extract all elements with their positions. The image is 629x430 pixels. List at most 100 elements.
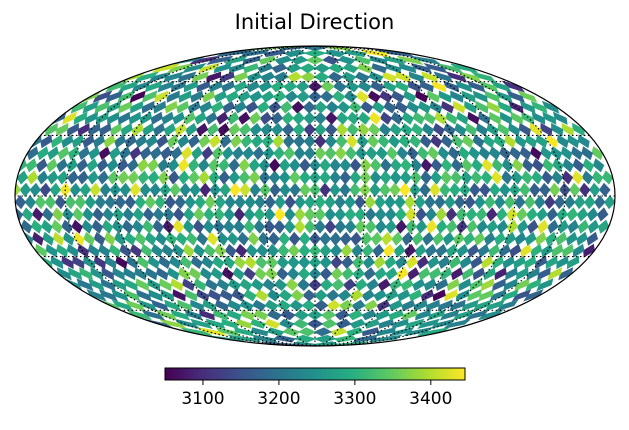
sky-pixel <box>271 63 288 74</box>
sky-pixel <box>288 170 301 185</box>
colorbar-tick-label: 3400 <box>409 389 452 409</box>
sky-pixel <box>147 170 160 185</box>
sky-pixel <box>88 146 101 161</box>
sky-pixel <box>327 71 344 83</box>
sky-pixel <box>141 100 155 114</box>
sky-pixel <box>76 158 88 173</box>
sky-pixel <box>94 195 106 210</box>
sky-pixel <box>445 219 458 234</box>
sky-pixel <box>551 122 564 137</box>
sky-pixel <box>389 278 403 292</box>
sky-pixel <box>79 182 91 197</box>
sky-pixel <box>193 243 206 258</box>
sky-pixel <box>468 146 481 161</box>
sky-pixel <box>158 278 172 292</box>
sky-pixel <box>444 318 471 329</box>
sky-pixel <box>345 80 360 93</box>
sky-pixel <box>334 309 350 321</box>
sky-pixel <box>289 55 309 65</box>
sky-pixel <box>37 146 49 161</box>
sky-pixel <box>464 122 478 137</box>
sky-pixel <box>66 122 79 137</box>
sky-pixel <box>244 255 257 270</box>
sky-pixel <box>423 111 436 125</box>
sky-pixel <box>344 195 356 210</box>
sky-pixel <box>425 207 437 222</box>
sky-pixel <box>82 207 94 222</box>
sky-pixel <box>557 219 569 234</box>
sky-pixel <box>369 182 381 197</box>
sky-pixel <box>61 219 73 234</box>
sky-pixel <box>495 299 519 312</box>
sky-pixel <box>519 182 531 197</box>
sky-pixel <box>284 195 296 210</box>
sky-pixel <box>221 146 234 161</box>
sky-pixel <box>464 195 476 210</box>
sky-pixel <box>188 267 202 281</box>
sky-pixel <box>414 90 429 103</box>
sky-pixel <box>344 49 367 58</box>
sky-pixel <box>591 170 604 185</box>
sky-pixel <box>299 170 311 185</box>
sky-pixel <box>394 195 406 210</box>
sky-pixel <box>351 299 366 312</box>
sky-pixel <box>489 80 512 93</box>
sky-pixel <box>470 170 483 185</box>
sky-pixel <box>191 146 203 161</box>
sky-pixel <box>250 327 269 337</box>
sky-pixel <box>56 122 69 137</box>
sky-pixel <box>425 219 438 234</box>
sky-pixel <box>92 207 104 222</box>
sky-pixel <box>337 289 352 302</box>
sky-pixel <box>72 231 85 246</box>
sky-pixel <box>155 231 167 246</box>
sky-pixel <box>139 146 152 161</box>
sky-pixel <box>215 327 242 337</box>
sky-pixel <box>319 267 333 281</box>
sky-pixel <box>118 100 133 114</box>
sky-pixel <box>196 289 210 302</box>
sky-pixel <box>233 100 247 114</box>
sky-pixel <box>226 231 239 246</box>
sky-pixel <box>350 231 362 246</box>
sky-pixel <box>175 231 188 246</box>
sky-pixel <box>592 158 605 173</box>
sky-pixel <box>207 289 222 302</box>
sky-pixel <box>304 195 316 210</box>
sky-pixel <box>126 158 139 173</box>
sky-pixel <box>50 255 64 270</box>
sky-pixel <box>440 134 453 149</box>
sky-pixel <box>405 255 419 270</box>
sky-pixel <box>201 255 214 270</box>
sky-pixel <box>35 158 48 173</box>
sky-pixel <box>274 195 286 210</box>
sky-pixel <box>134 195 146 210</box>
sky-pixel <box>124 278 138 292</box>
sky-pixel <box>45 122 58 137</box>
sky-pixel <box>223 219 235 234</box>
sky-pixel <box>87 243 100 258</box>
sky-pixel <box>497 100 512 114</box>
sky-pixel <box>504 195 516 210</box>
sky-pixel <box>163 122 176 137</box>
sky-pixel <box>435 207 447 222</box>
sky-pixel <box>439 182 451 197</box>
sky-pixel <box>421 71 438 83</box>
sky-pixel <box>321 55 341 65</box>
sky-pixel <box>211 146 224 161</box>
sky-pixel <box>249 182 261 197</box>
sky-pixel <box>142 122 155 137</box>
sky-pixel <box>293 134 306 149</box>
sky-pixel <box>224 55 248 65</box>
sky-pixel <box>386 146 398 161</box>
sky-pixel <box>523 289 544 302</box>
sky-pixel <box>421 122 435 137</box>
sky-pixel <box>101 267 114 281</box>
sky-pixel <box>112 267 125 281</box>
sky-pixel <box>362 255 375 270</box>
sky-pixel <box>407 80 422 93</box>
sky-pixel <box>140 243 153 258</box>
sky-pixel <box>248 158 261 173</box>
sky-pixel <box>361 243 374 258</box>
sky-pixel <box>498 243 511 258</box>
